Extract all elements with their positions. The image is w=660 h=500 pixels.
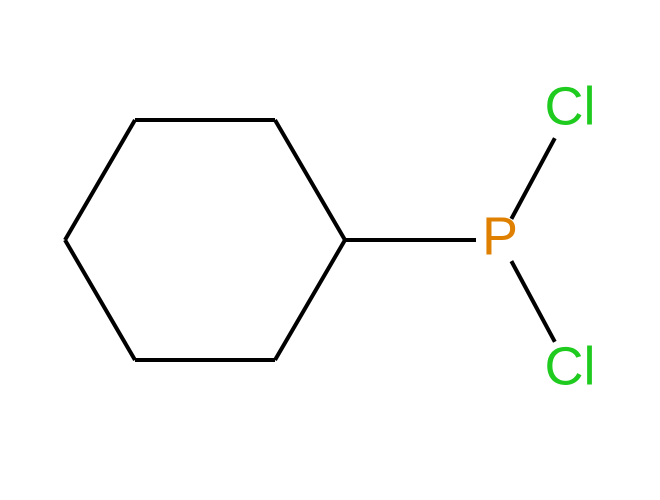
atom-label-p: P [482, 206, 518, 266]
bond [65, 240, 135, 360]
bond [511, 261, 554, 342]
bond [275, 240, 345, 360]
bond [65, 120, 135, 240]
molecule-diagram: P Cl Cl [0, 0, 660, 500]
atom-label-cl: Cl [545, 336, 596, 396]
atom-label-cl: Cl [545, 76, 596, 136]
bond [275, 120, 345, 240]
